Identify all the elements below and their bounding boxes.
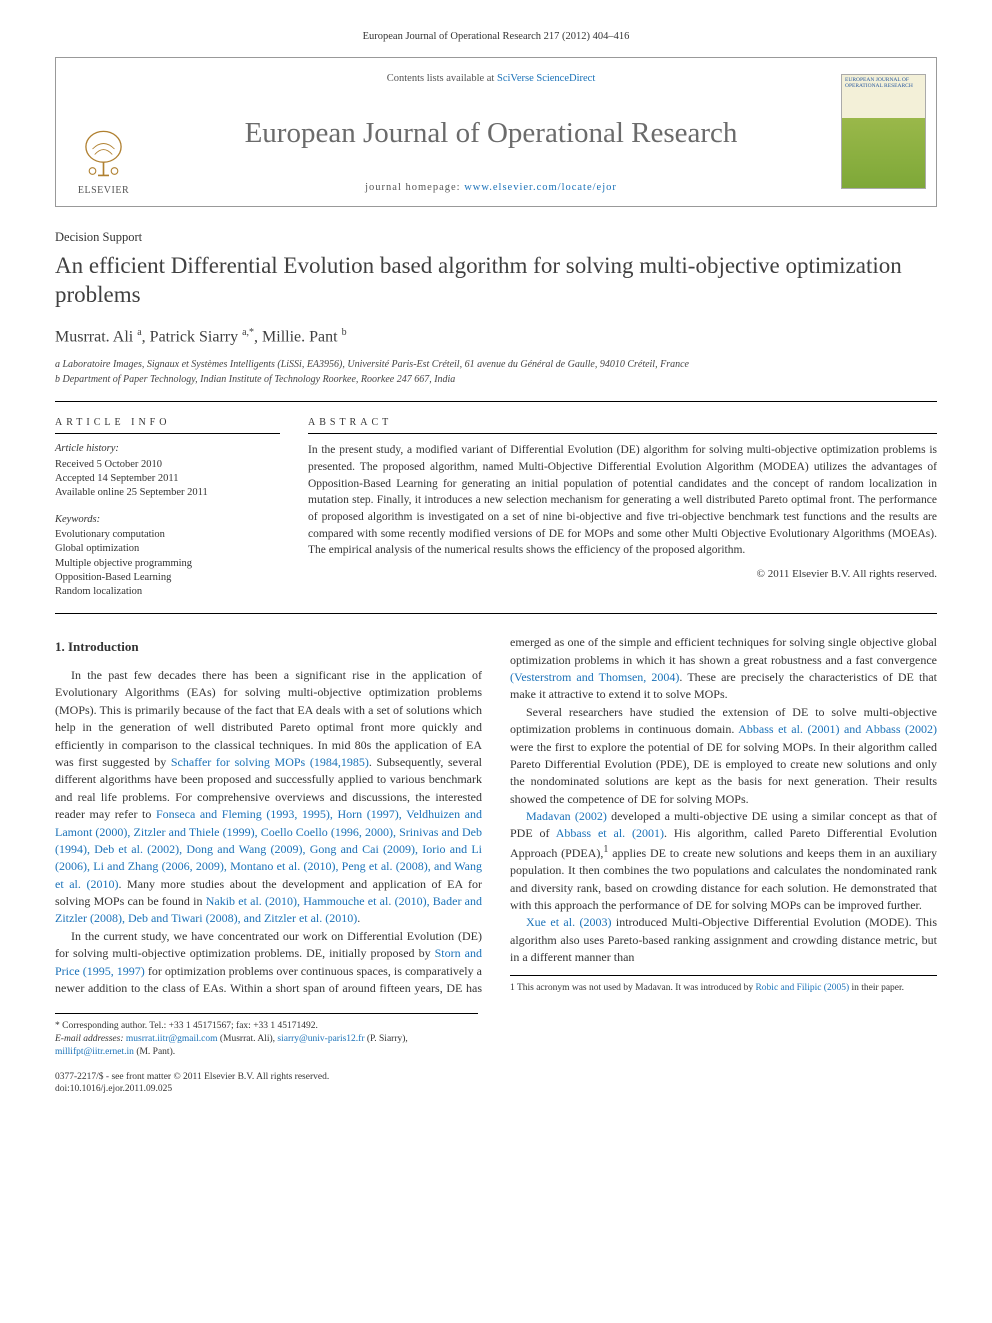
email-pant-who: (M. Pant). — [134, 1047, 175, 1057]
email-siarry[interactable]: siarry@univ-paris12.fr — [277, 1034, 364, 1044]
ref-xue[interactable]: Xue et al. (2003) — [526, 915, 611, 929]
p1a: In the past few decades there has been a… — [55, 668, 482, 769]
footnotes-left: * Corresponding author. Tel.: +33 1 4517… — [55, 1013, 478, 1058]
ref-schaffer[interactable]: Schaffer for solving MOPs (1984,1985) — [171, 755, 369, 769]
journal-cover-thumbnail: EUROPEAN JOURNAL OF OPERATIONAL RESEARCH — [841, 74, 926, 189]
homepage-line: journal homepage: www.elsevier.com/locat… — [161, 181, 821, 196]
article-section-label: Decision Support — [55, 229, 937, 247]
cover-title-text: EUROPEAN JOURNAL OF OPERATIONAL RESEARCH — [845, 77, 922, 89]
email-line: E-mail addresses: musrrat.iitr@gmail.com… — [55, 1033, 478, 1059]
article-info-heading: article info — [55, 416, 280, 434]
article-info-column: article info Article history: Received 5… — [55, 416, 280, 599]
affiliation-a: a Laboratoire Images, Signaux et Système… — [55, 358, 937, 372]
email-pant[interactable]: millifpt@iitr.ernet.in — [55, 1047, 134, 1057]
cover-thumbnail-area: EUROPEAN JOURNAL OF OPERATIONAL RESEARCH — [831, 58, 936, 206]
contents-prefix: Contents lists available at — [387, 73, 497, 84]
ref-abbass-2[interactable]: Abbass et al. (2001) — [556, 826, 664, 840]
contents-lists-line: Contents lists available at SciVerse Sci… — [161, 72, 821, 87]
footnote-right: 1 This acronym was not used by Madavan. … — [510, 975, 937, 995]
p2b: for optimization problems over continuou… — [145, 964, 482, 978]
email-label: E-mail addresses: — [55, 1034, 126, 1044]
history-online: Available online 25 September 2011 — [55, 486, 280, 500]
ref-madavan[interactable]: Madavan (2002) — [526, 809, 607, 823]
footer-copyright: 0377-2217/$ - see front matter © 2011 El… — [55, 1071, 937, 1083]
footer-doi: doi:10.1016/j.ejor.2011.09.025 — [55, 1083, 937, 1095]
ref-abbass[interactable]: Abbass et al. (2001) and Abbass (2002) — [738, 722, 937, 736]
info-abstract-row: article info Article history: Received 5… — [55, 416, 937, 599]
elsevier-tree-icon — [76, 127, 131, 182]
keywords-label: Keywords: — [55, 513, 280, 528]
scidirect-link[interactable]: SciVerse ScienceDirect — [497, 73, 595, 84]
corresponding-author: * Corresponding author. Tel.: +33 1 4517… — [55, 1020, 478, 1033]
fn1b: in their paper. — [849, 983, 904, 993]
history-lines: Received 5 October 2010 Accepted 14 Sept… — [55, 458, 280, 501]
rule-bottom — [55, 613, 937, 614]
masthead: ELSEVIER Contents lists available at Sci… — [55, 57, 937, 207]
footer: 0377-2217/$ - see front matter © 2011 El… — [55, 1071, 937, 1096]
body-two-column: 1. Introduction In the past few decades … — [55, 634, 937, 997]
history-accepted: Accepted 14 September 2011 — [55, 472, 280, 486]
keyword-3: Multiple objective programming — [55, 557, 280, 571]
intro-p3: Several researchers have studied the ext… — [510, 704, 937, 808]
keywords-list: Evolutionary computation Global optimiza… — [55, 528, 280, 599]
keyword-2: Global optimization — [55, 542, 280, 556]
intro-p4: Madavan (2002) developed a multi-objecti… — [510, 808, 937, 914]
rule-top — [55, 401, 937, 402]
masthead-center: Contents lists available at SciVerse Sci… — [151, 58, 831, 206]
keyword-5: Random localization — [55, 585, 280, 599]
journal-citation: European Journal of Operational Research… — [55, 30, 937, 45]
homepage-link[interactable]: www.elsevier.com/locate/ejor — [464, 182, 617, 193]
ref-vesterstrom[interactable]: (Vesterstrom and Thomsen, 2004) — [510, 670, 679, 684]
history-received: Received 5 October 2010 — [55, 458, 280, 472]
section-1-heading: 1. Introduction — [55, 638, 482, 657]
intro-p1: In the past few decades there has been a… — [55, 667, 482, 928]
homepage-prefix: journal homepage: — [365, 182, 464, 193]
page: European Journal of Operational Research… — [0, 0, 992, 1116]
fn1a: 1 This acronym was not used by Madavan. … — [510, 983, 755, 993]
keyword-4: Opposition-Based Learning — [55, 571, 280, 585]
email-ali[interactable]: musrrat.iitr@gmail.com — [126, 1034, 218, 1044]
p1d: . — [357, 911, 360, 925]
article-title: An efficient Differential Evolution base… — [55, 252, 937, 310]
abstract-copyright: © 2011 Elsevier B.V. All rights reserved… — [308, 567, 937, 582]
publisher-name: ELSEVIER — [78, 184, 129, 198]
affiliation-b: b Department of Paper Technology, Indian… — [55, 373, 937, 387]
email-ali-who: (Musrrat. Ali), — [217, 1034, 277, 1044]
email-siarry-who: (P. Siarry), — [365, 1034, 408, 1044]
intro-p5: Xue et al. (2003) introduced Multi-Objec… — [510, 914, 937, 966]
fn1-link[interactable]: Robic and Filipic (2005) — [755, 983, 849, 993]
publisher-logo-area: ELSEVIER — [56, 58, 151, 206]
affiliations: a Laboratoire Images, Signaux et Système… — [55, 358, 937, 387]
abstract-heading: abstract — [308, 416, 937, 434]
journal-title: European Journal of Operational Research — [161, 113, 821, 154]
p3b: were the first to explore the potential … — [510, 740, 937, 806]
history-label: Article history: — [55, 442, 280, 457]
abstract-text: In the present study, a modified variant… — [308, 442, 937, 559]
keyword-1: Evolutionary computation — [55, 528, 280, 542]
abstract-column: abstract In the present study, a modifie… — [308, 416, 937, 599]
elsevier-logo: ELSEVIER — [76, 127, 131, 198]
authors-line: Musrrat. Ali a, Patrick Siarry a,*, Mill… — [55, 326, 937, 349]
p2a: In the current study, we have concentrat… — [55, 929, 482, 960]
